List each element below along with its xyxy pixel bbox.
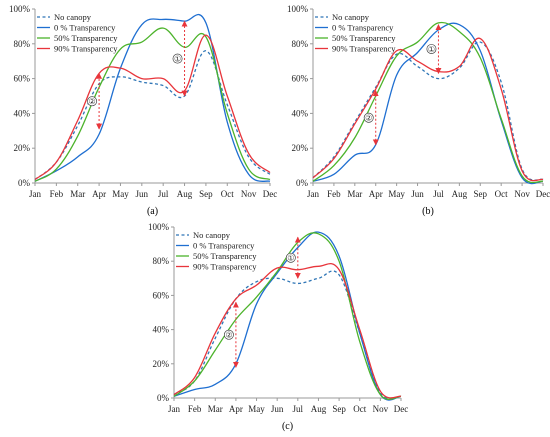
y-tick-label: 80% xyxy=(153,256,170,266)
x-tick-label: Apr xyxy=(92,189,106,199)
x-tick-label: Oct xyxy=(221,189,234,199)
x-tick-label: Nov xyxy=(373,404,389,414)
x-tick-label: Apr xyxy=(369,189,383,199)
y-tick-label: 20% xyxy=(292,143,309,153)
chart-panel-2: 0% 20% 40% 60% 80% 100% Jan Feb Mar Apr May Jun Jul A… xyxy=(287,4,550,217)
x-tick-label: Dec xyxy=(263,189,278,199)
x-tick-label: Feb xyxy=(188,404,202,414)
x-tick-label: Jan xyxy=(29,189,41,199)
panel-label: (a) xyxy=(147,206,158,217)
series-line-3 xyxy=(173,232,402,401)
annotation-circle xyxy=(426,44,437,54)
legend-label: 90% Transparency xyxy=(332,44,396,54)
x-tick-label: Oct xyxy=(353,404,366,414)
x-tick-label: May xyxy=(248,404,265,414)
x-tick-label: Dec xyxy=(536,189,550,199)
y-tick-label: 100% xyxy=(148,222,170,232)
annotation-label: ① xyxy=(174,54,181,63)
x-tick-label: Mar xyxy=(70,189,85,199)
x-tick-label: Mar xyxy=(208,404,223,414)
legend-label: 90% Transparency xyxy=(54,44,118,54)
annotation-circle xyxy=(172,53,183,64)
y-tick-label: 60% xyxy=(14,74,31,84)
legend-label: 0 % Transparency xyxy=(193,241,255,251)
legend-label: 0 % Transparency xyxy=(332,23,394,33)
x-tick-label: Jul xyxy=(293,404,304,414)
y-tick-label: 20% xyxy=(14,143,31,153)
series-line-1 xyxy=(312,41,544,181)
y-tick-label: 80% xyxy=(292,39,309,49)
y-tick-label: 100% xyxy=(287,4,309,14)
x-tick-label: Mar xyxy=(347,189,362,199)
panel-label: (c) xyxy=(282,421,293,432)
x-tick-label: Jun xyxy=(411,189,424,199)
annotation-label: ① xyxy=(428,45,435,54)
legend-label: No canopy xyxy=(54,12,92,22)
series-line-3 xyxy=(312,21,544,184)
x-tick-label: Feb xyxy=(327,189,341,199)
x-tick-label: Jun xyxy=(271,404,284,414)
x-tick-label: Nov xyxy=(241,189,257,199)
y-tick-label: 40% xyxy=(14,108,31,118)
annotation-circle xyxy=(87,96,98,107)
annotation-label: ② xyxy=(225,331,232,340)
y-tick-label: 40% xyxy=(153,325,170,335)
annotation-circle xyxy=(363,112,374,123)
x-tick-label: Jun xyxy=(136,189,149,199)
x-tick-label: May xyxy=(388,189,405,199)
y-tick-label: 80% xyxy=(14,39,31,49)
panels: 0% 20% 40% 60% 80% 100% Jan Feb Mar Apr May Jun Jul A… xyxy=(9,4,550,432)
y-tick-label: 0% xyxy=(18,178,31,188)
x-tick-label: Aug xyxy=(177,189,193,199)
annotation-circle xyxy=(285,252,296,263)
x-tick-label: Sep xyxy=(332,404,346,414)
y-tick-label: 100% xyxy=(9,4,31,14)
series-line-3 xyxy=(34,27,271,182)
x-tick-label: Sep xyxy=(199,189,213,199)
series-line-4 xyxy=(312,37,544,182)
y-tick-label: 40% xyxy=(292,108,309,118)
x-tick-label: Sep xyxy=(474,189,488,199)
legend-label: 0 % Transparency xyxy=(54,23,116,33)
legend-label: No canopy xyxy=(332,12,370,22)
series-line-2 xyxy=(34,13,271,182)
legend-label: 50% Transparency xyxy=(332,33,396,43)
series-line-1 xyxy=(173,270,402,400)
legend-label: 50% Transparency xyxy=(193,251,257,261)
panel-label: (b) xyxy=(422,206,434,217)
x-tick-label: Jul xyxy=(433,189,444,199)
y-tick-label: 60% xyxy=(153,290,170,300)
annotation-label: ① xyxy=(287,254,294,263)
x-tick-label: Jan xyxy=(168,404,180,414)
x-tick-label: Jan xyxy=(307,189,319,199)
series-line-4 xyxy=(173,263,402,399)
x-tick-label: Oct xyxy=(495,189,508,199)
legend-label: 50% Transparency xyxy=(54,33,118,43)
y-tick-label: 60% xyxy=(292,74,309,84)
y-tick-label: 20% xyxy=(153,359,170,369)
x-tick-label: Dec xyxy=(394,404,409,414)
series-line-1 xyxy=(34,50,271,181)
x-tick-label: Nov xyxy=(514,189,530,199)
legend-label: 90% Transparency xyxy=(193,262,257,272)
legend-label: No canopy xyxy=(193,230,231,240)
x-tick-label: Feb xyxy=(50,189,64,199)
x-tick-label: Apr xyxy=(229,404,243,414)
series-line-4 xyxy=(34,34,271,181)
x-tick-label: Jul xyxy=(158,189,169,199)
chart-panel-1: 0% 20% 40% 60% 80% 100% Jan Feb Mar Apr May Jun Jul A… xyxy=(9,4,277,217)
annotation-circle xyxy=(223,329,234,340)
chart-panel-3: 0% 20% 40% 60% 80% 100% Jan Feb Mar Apr May Jun Jul A… xyxy=(148,222,408,432)
x-tick-label: May xyxy=(112,189,129,199)
x-tick-label: Aug xyxy=(311,404,327,414)
x-tick-label: Aug xyxy=(452,189,468,199)
annotation-label: ② xyxy=(365,114,372,123)
y-tick-label: 0% xyxy=(157,393,170,403)
y-tick-label: 0% xyxy=(296,178,309,188)
annotation-label: ② xyxy=(89,97,96,106)
